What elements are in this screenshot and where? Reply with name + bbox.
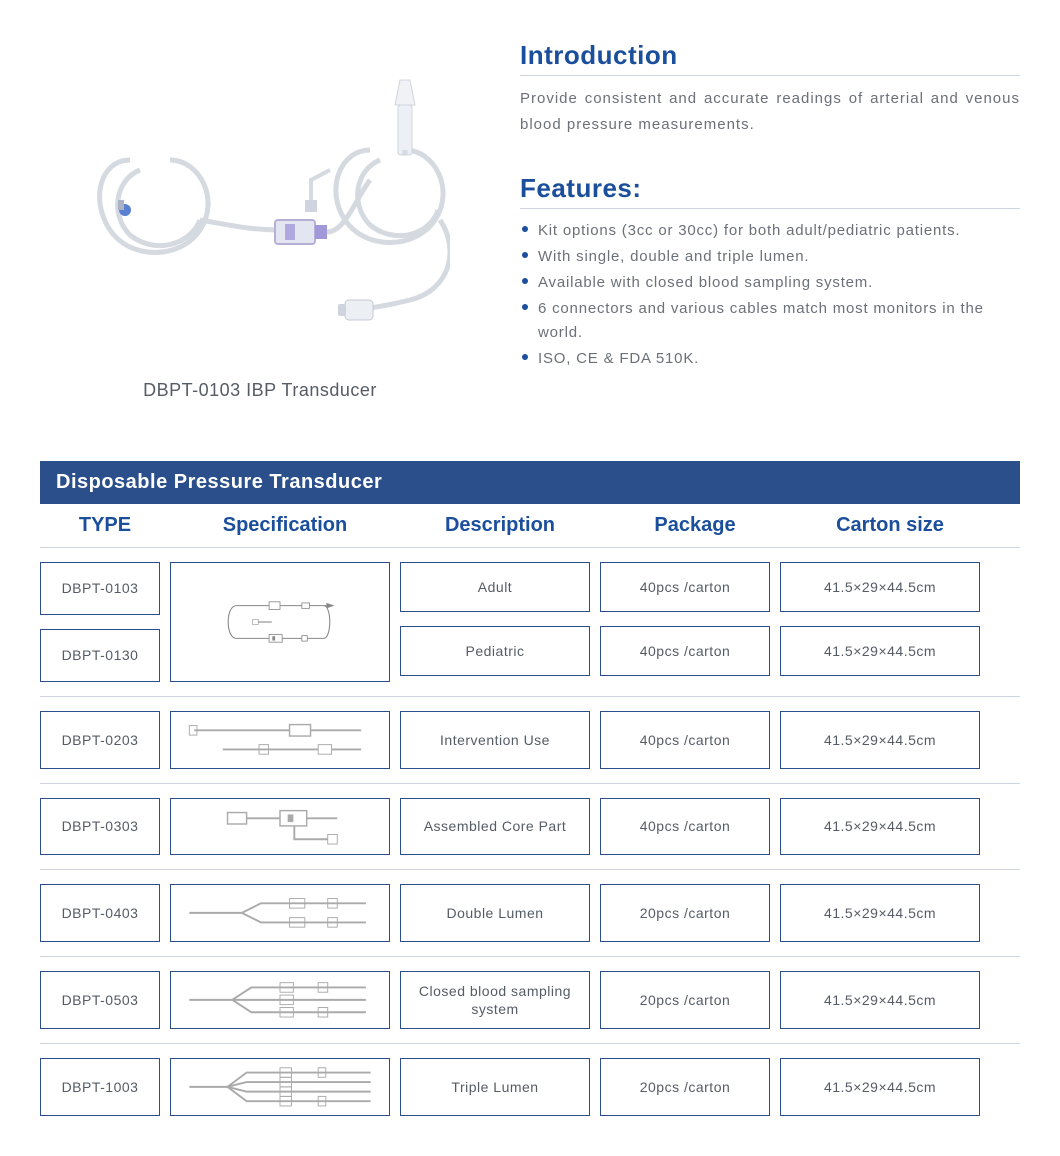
table-row: DBPT-0403 Double Lumen 20pcs /carton 41.… [40, 884, 1020, 957]
intro-text: Provide consistent and accurate readings… [520, 86, 1020, 137]
cell-size: 41.5×29×44.5cm [780, 626, 980, 676]
cell-pkg: 40pcs /carton [600, 562, 770, 612]
cell-spec [170, 798, 390, 856]
spec-table: Disposable Pressure Transducer TYPE Spec… [40, 461, 1020, 1116]
features-list: Kit options (3cc or 30cc) for both adult… [520, 219, 1020, 371]
product-image [70, 50, 450, 350]
cell-spec [170, 562, 390, 682]
cell-size: 41.5×29×44.5cm [780, 971, 980, 1029]
cell-spec [170, 711, 390, 769]
table-title: Disposable Pressure Transducer [40, 461, 1020, 504]
cell-desc: Adult [400, 562, 590, 612]
spec-diagram-icon [175, 803, 385, 851]
cell-pkg: 40pcs /carton [600, 711, 770, 769]
table-row: DBPT-0203 Intervention Use 40pcs /carton… [40, 711, 1020, 784]
cell-size: 41.5×29×44.5cm [780, 711, 980, 769]
product-caption: DBPT-0103 IBP Transducer [143, 380, 377, 401]
spec-diagram-icon [175, 976, 385, 1024]
cell-pkg: 20pcs /carton [600, 1058, 770, 1116]
table-row: DBPT-0103 DBPT-0130 [40, 562, 1020, 697]
text-column: Introduction Provide consistent and accu… [520, 30, 1020, 401]
cell-type: DBPT-0203 [40, 711, 160, 769]
cell-desc: Closed blood sampling system [400, 971, 590, 1029]
spec-diagram-icon [175, 1063, 385, 1111]
product-image-column: DBPT-0103 IBP Transducer [40, 30, 480, 401]
feature-item: Available with closed blood sampling sys… [520, 271, 1020, 295]
feature-item: Kit options (3cc or 30cc) for both adult… [520, 219, 1020, 243]
type-stack: DBPT-0103 DBPT-0130 [40, 562, 160, 682]
col-size: Carton size [790, 514, 990, 537]
cell-size: 41.5×29×44.5cm [780, 884, 980, 942]
cell-type: DBPT-0303 [40, 798, 160, 856]
cell-type: DBPT-0103 [40, 562, 160, 615]
col-desc: Description [400, 514, 600, 537]
col-pkg: Package [600, 514, 790, 537]
spec-diagram-icon [175, 889, 385, 937]
table-rows: DBPT-0103 DBPT-0130 [40, 562, 1020, 1116]
cell-desc: Double Lumen [400, 884, 590, 942]
table-row: DBPT-1003 Triple Lumen 20pcs /carto [40, 1058, 1020, 1116]
cell-type: DBPT-1003 [40, 1058, 160, 1116]
cell-desc: Intervention Use [400, 711, 590, 769]
cell-pkg: 20pcs /carton [600, 884, 770, 942]
spec-diagram-icon [175, 592, 385, 652]
intro-title: Introduction [520, 40, 1020, 76]
cell-type: DBPT-0403 [40, 884, 160, 942]
cell-desc: Triple Lumen [400, 1058, 590, 1116]
cell-spec [170, 1058, 390, 1116]
cell-type: DBPT-0503 [40, 971, 160, 1029]
spec-diagram-icon [175, 716, 385, 764]
cell-spec [170, 884, 390, 942]
cell-spec [170, 971, 390, 1029]
feature-item: 6 connectors and various cables match mo… [520, 297, 1020, 345]
cell-size: 41.5×29×44.5cm [780, 562, 980, 612]
feature-item: With single, double and triple lumen. [520, 245, 1020, 269]
cell-type: DBPT-0130 [40, 629, 160, 682]
cell-size: 41.5×29×44.5cm [780, 1058, 980, 1116]
col-type: TYPE [40, 514, 170, 537]
cell-pkg: 40pcs /carton [600, 626, 770, 676]
cell-pkg: 20pcs /carton [600, 971, 770, 1029]
cell-pkg: 40pcs /carton [600, 798, 770, 856]
cell-size: 41.5×29×44.5cm [780, 798, 980, 856]
right-stack: Adult 40pcs /carton 41.5×29×44.5cm Pedia… [400, 562, 1020, 682]
column-headers: TYPE Specification Description Package C… [40, 504, 1020, 548]
cell-desc: Pediatric [400, 626, 590, 676]
table-row: DBPT-0303 Assembled Core Part 40pcs /car… [40, 798, 1020, 871]
cell-desc: Assembled Core Part [400, 798, 590, 856]
col-spec: Specification [170, 514, 400, 537]
table-row: DBPT-0503 Closed blood sampling system 2… [40, 971, 1020, 1044]
feature-item: ISO, CE & FDA 510K. [520, 347, 1020, 371]
features-title: Features: [520, 173, 1020, 209]
top-section: DBPT-0103 IBP Transducer Introduction Pr… [40, 30, 1020, 401]
